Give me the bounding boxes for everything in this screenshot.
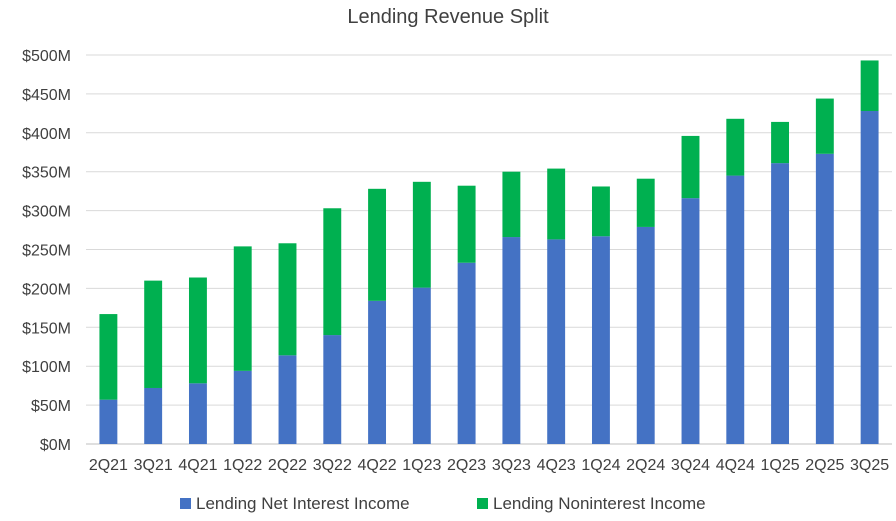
bar-noninterest-income [188,277,207,384]
bar-net-interest-income [99,399,118,444]
x-tick-label: 2Q25 [805,457,844,474]
legend-swatch-net-interest [180,498,191,509]
y-tick-label: $200M [22,281,71,298]
y-tick-label: $350M [22,165,71,182]
bar-noninterest-income [771,121,790,164]
y-tick-label: $300M [22,204,71,221]
x-tick-label: 3Q22 [313,457,352,474]
bar-noninterest-income [144,280,163,388]
bar-net-interest-income [726,175,745,444]
bar-net-interest-income [368,300,387,444]
bar-net-interest-income [278,355,297,444]
bar-noninterest-income [591,186,610,237]
bar-noninterest-income [815,98,834,154]
x-tick-label: 4Q23 [537,457,576,474]
legend-label-net-interest: Lending Net Interest Income [196,494,410,513]
bar-noninterest-income [368,188,387,301]
y-tick-label: $450M [22,87,71,104]
bar-net-interest-income [860,111,879,445]
x-tick-label: 2Q21 [89,457,128,474]
bar-noninterest-income [457,185,476,263]
bar-net-interest-income [547,239,566,444]
x-tick-label: 3Q24 [671,457,710,474]
bar-net-interest-income [636,226,655,444]
y-tick-label: $50M [31,398,71,415]
x-tick-label: 4Q22 [357,457,396,474]
bar-net-interest-income [771,163,790,444]
y-tick-label: $100M [22,359,71,376]
legend-swatch-noninterest [477,498,488,509]
x-tick-label: 1Q23 [402,457,441,474]
x-tick-label: 4Q24 [716,457,755,474]
bar-net-interest-income [502,237,521,444]
bar-net-interest-income [591,236,610,444]
bar-noninterest-income [636,178,655,227]
x-tick-label: 2Q23 [447,457,486,474]
x-tick-label: 3Q25 [850,457,889,474]
bar-noninterest-income [681,135,700,199]
bar-net-interest-income [412,287,431,444]
bar-net-interest-income [188,383,207,444]
bar-net-interest-income [681,198,700,444]
bar-net-interest-income [144,387,163,444]
x-tick-label: 3Q23 [492,457,531,474]
y-tick-label: $500M [22,48,71,65]
bar-noninterest-income [860,60,879,112]
chart-title: Lending Revenue Split [347,6,549,28]
bar-noninterest-income [726,118,745,176]
x-tick-label: 2Q24 [626,457,665,474]
x-tick-label: 1Q24 [581,457,620,474]
bar-noninterest-income [547,168,566,240]
x-tick-label: 2Q22 [268,457,307,474]
x-tick-label: 4Q21 [178,457,217,474]
bar-noninterest-income [323,208,342,336]
bar-net-interest-income [457,262,476,444]
x-tick-label: 1Q22 [223,457,262,474]
y-tick-label: $400M [22,126,71,143]
bar-noninterest-income [233,246,252,371]
bar-net-interest-income [233,370,252,444]
bar-noninterest-income [412,181,431,288]
y-tick-label: $250M [22,243,71,260]
legend-label-noninterest: Lending Noninterest Income [493,494,706,513]
y-tick-label: $150M [22,320,71,337]
bar-net-interest-income [815,153,834,444]
x-tick-label: 1Q25 [760,457,799,474]
y-tick-label: $0M [40,437,71,454]
bar-noninterest-income [502,171,521,238]
bar-noninterest-income [99,314,118,400]
x-tick-label: 3Q21 [134,457,173,474]
bar-net-interest-income [323,335,342,444]
bar-noninterest-income [278,243,297,356]
